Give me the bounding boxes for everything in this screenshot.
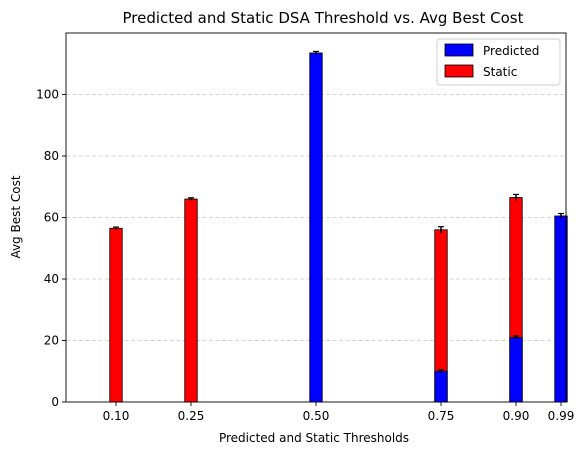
x-tick-label-0: 0.10 <box>103 409 130 423</box>
x-tick-label-1: 0.25 <box>178 409 205 423</box>
legend-swatch-predicted <box>444 43 474 57</box>
bar-predicted-1 <box>434 370 448 403</box>
bar-predicted-0 <box>309 52 323 403</box>
error-bars <box>113 50 564 373</box>
errorbar-static-0 <box>113 226 119 230</box>
errorbar-predicted-3 <box>558 212 564 219</box>
errorbar-predicted-0 <box>313 50 319 55</box>
y-tick-label-4: 80 <box>44 149 59 163</box>
errorbar-predicted-1 <box>438 369 444 373</box>
x-tick-label-5: 0.99 <box>548 409 575 423</box>
bar-predicted-2 <box>509 337 523 403</box>
legend-label-static: Static <box>483 65 517 79</box>
x-axis-label: Predicted and Static Thresholds <box>219 431 409 445</box>
bar-predicted-3 <box>554 215 568 403</box>
x-tick-label-2: 0.50 <box>303 409 330 423</box>
legend-label-predicted: Predicted <box>483 44 539 58</box>
bar-static-0 <box>109 227 123 403</box>
errorbar-static-1 <box>188 197 194 201</box>
errorbar-predicted-2 <box>513 335 519 339</box>
legend-swatch-static <box>444 64 474 78</box>
bars <box>109 52 568 403</box>
x-tick-label-4: 0.90 <box>503 409 530 423</box>
y-tick-label-0: 0 <box>51 395 59 409</box>
bar-static-1 <box>184 198 198 403</box>
x-tick-label-3: 0.75 <box>428 409 455 423</box>
y-tick-label-5: 100 <box>36 88 59 102</box>
errorbar-static-3 <box>513 193 519 201</box>
axes: 0 20 40 60 80 100 0.10 0.25 0.50 0.75 0.90 0.99 <box>36 32 575 423</box>
y-tick-label-3: 60 <box>44 211 59 225</box>
chart-title: Predicted and Static DSA Threshold vs. A… <box>122 9 523 27</box>
legend: Predicted Static <box>436 38 561 86</box>
y-tick-label-2: 40 <box>44 272 59 286</box>
y-tick-label-1: 20 <box>44 334 59 348</box>
y-axis-label: Avg Best Cost <box>9 175 23 258</box>
errorbar-static-2 <box>438 226 444 233</box>
